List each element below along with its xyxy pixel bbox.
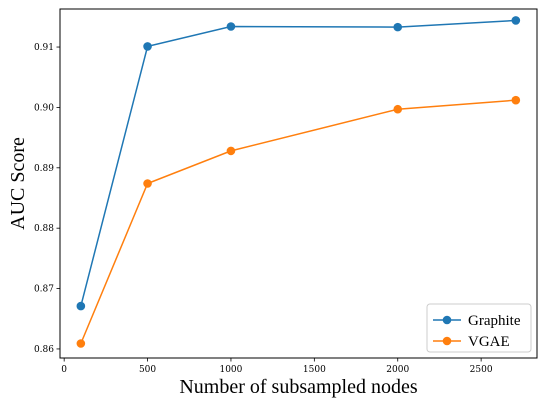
y-tick-label: 0.88 <box>34 224 54 234</box>
y-axis-title: AUC Score <box>7 137 29 230</box>
plot-frame <box>59 8 538 359</box>
data-point-graphite <box>143 42 152 51</box>
data-point-graphite <box>76 301 86 311</box>
y-tick-label: 0.86 <box>34 345 54 355</box>
tick-layer: 0 500 1000 1500 2000 2500 0.86 0.87 0.88 0.89 0.90… <box>34 43 493 375</box>
data-point-graphite <box>511 16 521 25</box>
x-tick-label: 2500 <box>470 365 493 375</box>
data-point-graphite <box>393 22 403 32</box>
data-point-vgae <box>511 95 521 105</box>
data-point-graphite <box>226 22 236 31</box>
legend-label-graphite: Graphite <box>468 313 521 329</box>
y-tick-label: 0.89 <box>34 164 54 174</box>
x-tick-label: 0 <box>61 365 67 375</box>
data-point-vgae <box>393 104 403 114</box>
x-tick-label: 1000 <box>219 365 242 375</box>
y-tick-label: 0.87 <box>34 285 54 295</box>
series-layer <box>76 16 521 348</box>
legend: Graphite VGAE <box>426 303 532 353</box>
x-axis-title: Number of subsampled nodes <box>179 376 418 398</box>
legend-box <box>426 303 532 353</box>
y-tick-label: 0.90 <box>34 103 54 113</box>
legend-marker-graphite <box>442 315 452 325</box>
legend-label-vgae: VGAE <box>468 334 510 350</box>
data-point-vgae <box>143 179 152 188</box>
x-tick-label: 500 <box>139 365 156 375</box>
y-tick-label: 0.91 <box>34 43 54 53</box>
data-point-vgae <box>226 146 236 156</box>
x-tick-label: 1500 <box>303 365 326 375</box>
data-point-vgae <box>76 339 86 348</box>
legend-marker-vgae <box>442 336 452 346</box>
x-tick-label: 2000 <box>386 365 409 375</box>
